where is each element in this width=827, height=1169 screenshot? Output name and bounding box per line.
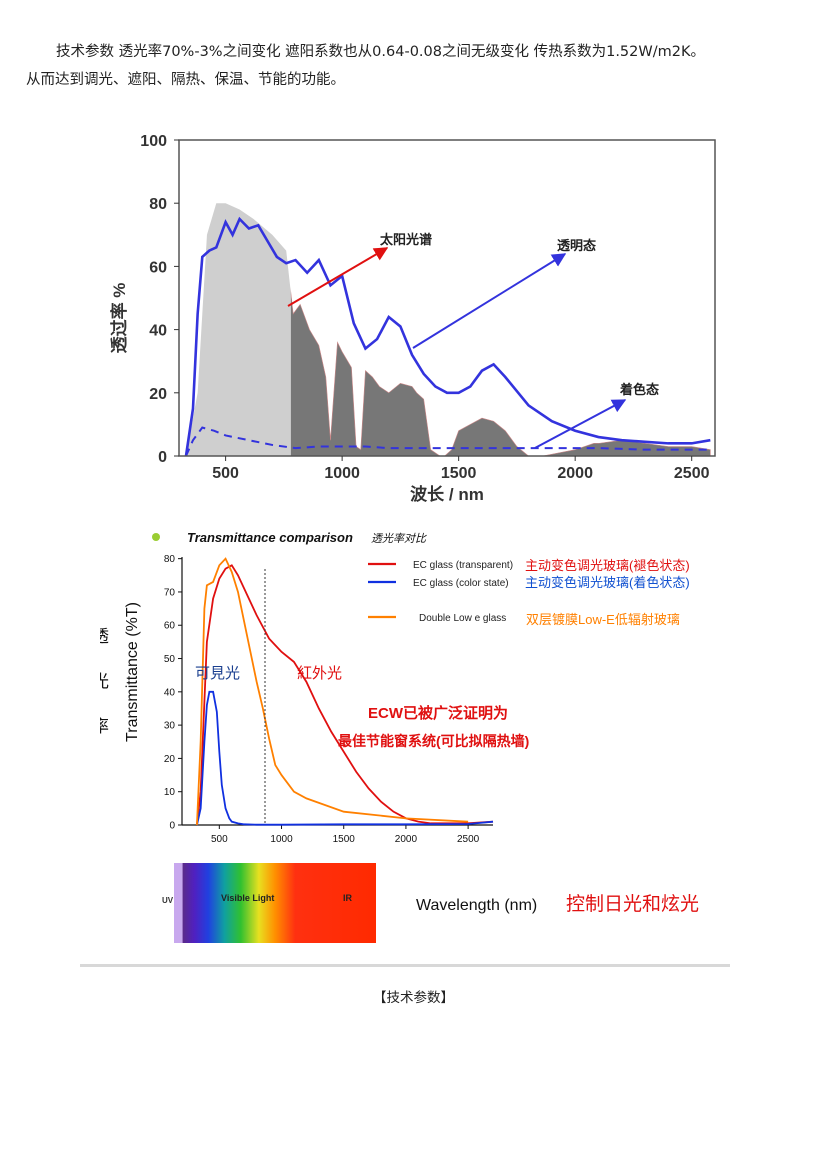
annotation-infrared: 紅外光 xyxy=(297,665,342,682)
solar-arrow xyxy=(287,247,389,307)
annotation-control-glare: 控制日光和炫光 xyxy=(566,893,699,915)
y-tick-label: 20 xyxy=(149,386,167,403)
legend-low-e: Double Low e glass xyxy=(419,613,506,624)
y-tick-label: 80 xyxy=(164,554,176,565)
series-transparent-line xyxy=(184,216,711,457)
colored-arrow xyxy=(534,399,627,449)
transmittance-spectrum-chart: 0 20 40 60 80 100 500 1000 1500 2000 2500 透过率 % 波长… xyxy=(109,133,716,504)
x-tick-label: 1500 xyxy=(441,465,477,482)
x-tick-label: 500 xyxy=(211,834,228,845)
intro-paragraph: 技术参数 透光率70%-3%之间变化 遮阳系数也从0.64-0.08之间无级变化… xyxy=(26,38,816,94)
legend: EC glass (transparent) 主动变色调光玻璃(褪色状态) EC… xyxy=(368,558,690,627)
plot-frame xyxy=(178,139,716,457)
chart-title-cn: 透光率对比 xyxy=(371,532,427,545)
legend-low-e-cn: 双层镀膜Low-E低辐射玻璃 xyxy=(526,612,680,627)
solar-spectrum-ir-area xyxy=(290,290,711,457)
y-axis-label: Transmittance (%T) xyxy=(124,602,141,742)
spectrum-ir-label: IR xyxy=(343,893,353,903)
annotation-ecw-line2: 最佳节能窗系统(可比拟隔热墙) xyxy=(338,733,529,749)
annotation-ecw-line1: ECW已被广泛证明为 xyxy=(368,704,508,722)
series-colored-line xyxy=(185,426,711,457)
x-tick-label: 1000 xyxy=(324,465,360,482)
y-tick-label: 70 xyxy=(164,587,176,598)
series-low-e-line xyxy=(196,557,469,826)
series-ec-color-line xyxy=(196,690,494,826)
y-tick-label: 0 xyxy=(158,449,167,466)
y-tick-label: 30 xyxy=(164,721,176,732)
section-caption: 【技术参数】 xyxy=(373,990,454,1006)
x-tick-label: 2500 xyxy=(457,834,480,845)
x-tick-label: 1000 xyxy=(270,834,293,845)
section-divider xyxy=(80,964,730,967)
y-tick-label: 20 xyxy=(164,754,176,765)
y-tick-label: 0 xyxy=(169,821,175,832)
y-axis-label: 透过率 % xyxy=(109,283,129,354)
y-tick-label: 10 xyxy=(164,787,176,798)
legend-ec-color: EC glass (color state) xyxy=(413,578,509,589)
legend-ec-color-cn: 主动变色调光玻璃(着色状态) xyxy=(525,575,690,590)
transparent-arrow xyxy=(412,253,567,349)
legend-ec-transparent: EC glass (transparent) xyxy=(413,560,513,571)
x-tick-label: 2000 xyxy=(557,465,593,482)
y-axis-label-cn-2: 光 xyxy=(100,672,109,691)
bullet-dot xyxy=(152,533,160,541)
y-axis-label-cn-1: 透 xyxy=(100,627,109,646)
x-tick-label: 2500 xyxy=(674,465,710,482)
y-tick-label: 80 xyxy=(149,196,167,213)
spectrum-uv-label: UV xyxy=(162,896,174,905)
spectrum-bar xyxy=(174,863,376,943)
legend-ec-transparent-cn: 主动变色调光玻璃(褪色状态) xyxy=(525,558,690,573)
y-tick-label: 60 xyxy=(149,259,167,276)
y-tick-label: 60 xyxy=(164,621,176,632)
y-axis-label-cn-3: 率 xyxy=(100,717,109,736)
x-axis-label: Wavelength (nm) xyxy=(416,897,537,914)
x-tick-label: 1500 xyxy=(333,834,356,845)
x-tick-label: 2000 xyxy=(395,834,418,845)
annotation-solar-spectrum: 太阳光谱 xyxy=(379,232,432,247)
intro-line-2: 从而达到调光、遮阳、隔热、保温、节能的功能。 xyxy=(26,72,345,88)
x-axis-label: 波长 / nm xyxy=(410,484,484,504)
annotation-colored: 着色态 xyxy=(619,382,659,397)
annotation-transparent: 透明态 xyxy=(557,238,596,253)
chart-title: Transmittance comparison xyxy=(187,530,353,545)
intro-line-1: 技术参数 透光率70%-3%之间变化 遮阳系数也从0.64-0.08之间无级变化… xyxy=(56,44,705,60)
spectrum-visible-label: Visible Light xyxy=(221,893,274,903)
solar-spectrum-visible-area xyxy=(185,203,291,456)
y-tick-label: 40 xyxy=(149,323,167,340)
series-ec-transparent-line xyxy=(196,564,494,826)
y-tick-label: 100 xyxy=(140,133,167,150)
annotation-visible-light: 可見光 xyxy=(195,665,240,682)
y-tick-label: 50 xyxy=(164,654,176,665)
x-tick-label: 500 xyxy=(212,465,239,482)
transmittance-comparison-chart: Transmittance comparison 透光率对比 Transmitt… xyxy=(100,530,699,943)
y-tick-label: 40 xyxy=(164,687,176,698)
